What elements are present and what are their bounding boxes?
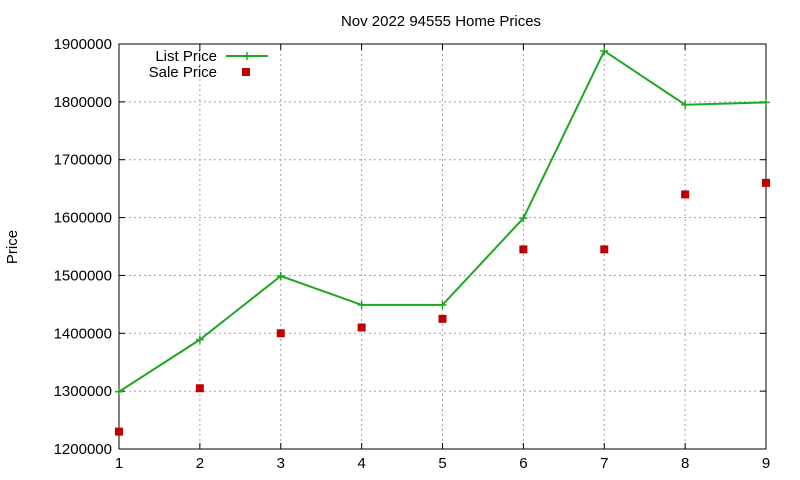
data-point (600, 245, 609, 254)
y-tick-label: 1700000 (54, 152, 112, 169)
series-0 (115, 46, 770, 396)
data-point (519, 214, 528, 223)
x-tick-label: 9 (762, 455, 770, 472)
x-tick-label: 6 (519, 455, 527, 472)
data-point (276, 272, 285, 281)
y-tick-label: 1800000 (54, 94, 112, 111)
x-tick-label: 3 (277, 455, 285, 472)
legend-marker (243, 52, 251, 60)
data-point (519, 245, 528, 254)
series-layer (115, 46, 770, 436)
data-point (438, 300, 447, 309)
data-point (357, 323, 366, 332)
y-tick-label: 1500000 (54, 267, 112, 284)
y-tick-label: 1400000 (54, 325, 112, 342)
y-axis-label: Price (4, 230, 21, 264)
x-tick-label: 8 (681, 455, 689, 472)
x-tick-label: 2 (196, 455, 204, 472)
x-tick-label: 4 (357, 455, 365, 472)
y-tick-label: 1300000 (54, 383, 112, 400)
axis-ticks: 1200000 1300000 1400000 1500000 1600000 17000… (54, 36, 771, 472)
grid-lines (119, 44, 766, 449)
data-point (762, 178, 770, 187)
series-1 (115, 178, 770, 436)
data-point (357, 300, 366, 309)
data-point (195, 335, 204, 344)
y-tick-label: 1900000 (54, 36, 112, 53)
legend-marker (242, 68, 250, 76)
data-point (762, 98, 770, 107)
data-point (681, 100, 690, 109)
x-tick-label: 5 (438, 455, 446, 472)
legend-label: List Price (155, 48, 217, 65)
x-tick-label: 1 (115, 455, 123, 472)
data-point (681, 190, 690, 199)
y-tick-label: 1600000 (54, 210, 112, 227)
legend-label: Sale Price (149, 64, 217, 81)
y-tick-label: 1200000 (54, 441, 112, 458)
data-point (195, 384, 204, 393)
data-point (115, 387, 123, 396)
chart-title: Nov 2022 94555 Home Prices (341, 13, 541, 30)
data-point (276, 329, 285, 338)
plot-frame (118, 43, 767, 450)
data-point (438, 314, 447, 323)
x-tick-label: 7 (600, 455, 608, 472)
data-point (600, 46, 609, 55)
data-point (115, 427, 123, 436)
